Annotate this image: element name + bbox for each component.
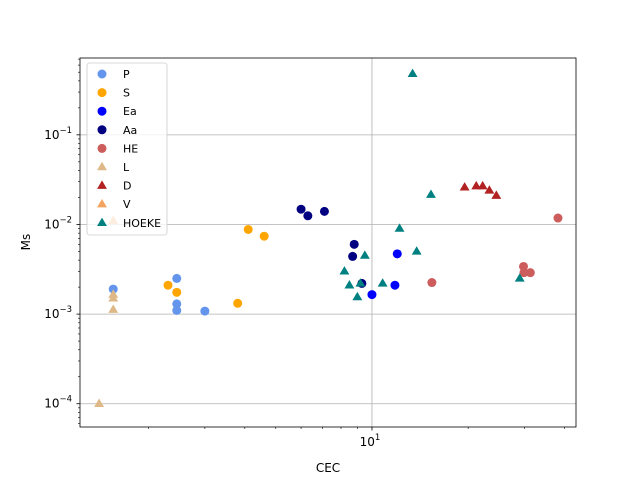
data-point-aa: [348, 251, 358, 261]
data-point-ea: [367, 290, 377, 300]
data-point-ea: [390, 280, 400, 290]
legend-label-ea: Ea: [123, 105, 137, 118]
data-point-p: [172, 299, 182, 309]
data-point-s: [233, 298, 243, 308]
data-point-aa: [349, 239, 359, 249]
series-d: [459, 180, 502, 199]
data-point-he: [525, 268, 535, 278]
legend-marker-ea: [97, 106, 107, 116]
series-l: [94, 289, 119, 407]
y-tick-exponent: −3: [59, 305, 72, 315]
data-point-hoeke: [394, 223, 405, 232]
y-tick-label: 10−3: [44, 305, 72, 321]
legend-marker-hoeke: [97, 217, 107, 227]
data-point-p: [200, 306, 210, 316]
y-tick-label: 10−1: [44, 126, 72, 142]
data-point-hoeke: [339, 266, 350, 275]
legend-marker-he: [97, 143, 107, 153]
data-point-p: [108, 284, 118, 294]
data-point-d: [491, 190, 502, 199]
y-tick-exponent: −2: [59, 215, 72, 225]
y-tick-mantissa: 10: [44, 307, 59, 321]
data-point-hoeke: [514, 273, 525, 282]
data-point-hoeke: [344, 280, 355, 289]
series-p: [108, 273, 210, 316]
legend-label-he: HE: [123, 142, 138, 155]
legend-box: [86, 62, 168, 236]
series-s: [163, 224, 269, 308]
y-tick-mantissa: 10: [44, 217, 59, 231]
data-point-d: [477, 180, 488, 190]
legend-label-l: L: [123, 161, 130, 174]
data-point-he: [553, 213, 563, 223]
legend-marker-p: [97, 69, 107, 79]
plot-frame: [79, 57, 577, 428]
data-point-d: [459, 182, 470, 191]
data-point-s: [243, 224, 253, 234]
data-point-hoeke: [352, 291, 363, 301]
legend-marker-v: [97, 199, 107, 208]
data-point-aa: [303, 211, 313, 221]
legend-label-aa: Aa: [123, 124, 137, 137]
data-point-s: [163, 280, 173, 290]
data-point-s: [259, 231, 269, 241]
data-point-l: [94, 398, 105, 407]
legend-label-hoeke: HOEKE: [123, 217, 161, 230]
x-axis-label: CEC: [316, 461, 340, 475]
data-point-d: [484, 185, 495, 194]
data-point-p: [172, 273, 182, 283]
data-point-aa: [319, 206, 329, 216]
y-axis-label: Ms: [19, 234, 33, 251]
data-point-he: [519, 268, 529, 278]
series-ea: [367, 249, 402, 300]
data-point-hoeke: [377, 278, 388, 287]
legend-marker-d: [97, 180, 107, 189]
data-point-hoeke: [411, 246, 422, 255]
x-tick-label: 101: [360, 433, 381, 449]
y-tick-mantissa: 10: [44, 128, 59, 142]
legend-marker-l: [97, 161, 107, 171]
data-point-hoeke: [426, 189, 436, 198]
y-tick-exponent: −4: [59, 395, 72, 405]
y-tick-mantissa: 10: [44, 397, 59, 411]
data-point-l: [108, 304, 119, 313]
x-tick-exponent: 1: [375, 433, 380, 443]
legend-label-s: S: [123, 87, 130, 100]
legend-marker-aa: [97, 125, 107, 135]
data-point-s: [172, 287, 182, 297]
series-hoeke: [339, 68, 525, 301]
data-point-hoeke: [359, 250, 370, 259]
data-point-he: [427, 278, 437, 288]
legend-label-d: D: [123, 180, 131, 193]
data-point-ea: [392, 249, 402, 259]
legend: PS Ea Aa HE LDV HOEKE: [86, 62, 168, 236]
data-point-l: [108, 293, 119, 302]
y-tick-label: 10−2: [44, 215, 72, 231]
legend-marker-s: [97, 88, 107, 98]
data-point-p: [172, 305, 182, 315]
legend-label-p: P: [123, 68, 130, 81]
data-point-hoeke: [407, 68, 418, 78]
x-tick-mantissa: 10: [360, 435, 375, 449]
legend-label-v: V: [123, 198, 131, 211]
data-point-d: [471, 180, 482, 190]
y-tick-label: 10−4: [44, 395, 72, 411]
data-point-hoeke: [355, 278, 366, 287]
y-tick-exponent: −1: [59, 126, 72, 136]
data-point-aa: [296, 204, 306, 214]
series-he: [427, 213, 563, 288]
